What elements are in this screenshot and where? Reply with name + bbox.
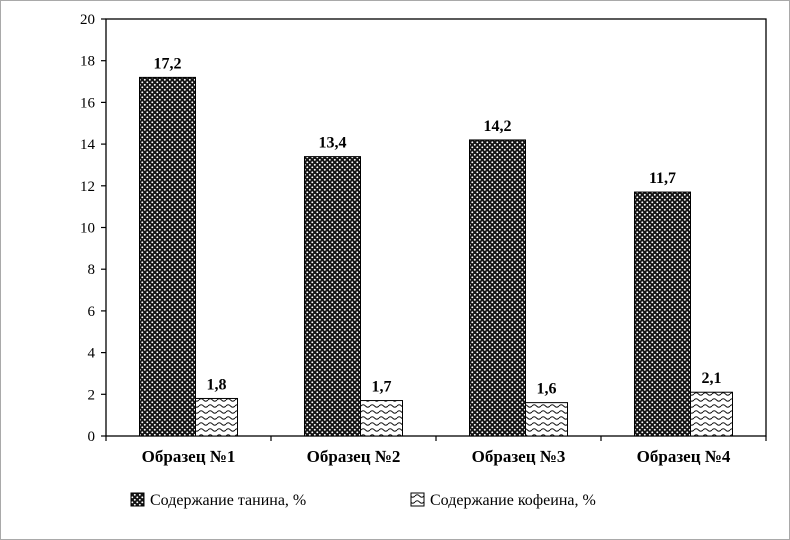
bar-value-label: 17,2 [154,55,182,72]
bar-value-label: 1,8 [207,376,227,393]
category-label: Образец №1 [142,447,236,466]
bar-caffeine [690,391,733,437]
legend-label: Содержание кофеина, % [430,492,596,509]
y-tick-label: 8 [88,262,96,278]
bar-tannin [634,191,691,437]
y-tick-label: 14 [80,137,96,153]
category-label: Образец №4 [637,447,731,466]
category-label: Образец №3 [472,447,566,466]
y-tick-label: 2 [88,387,96,403]
bar-value-label: 13,4 [319,135,347,152]
legend-swatch-tannin [130,492,145,507]
bar-caffeine [195,397,238,437]
legend-swatch-caffeine [410,492,425,507]
bar-value-label: 2,1 [702,370,722,387]
y-tick-label: 18 [80,54,95,70]
y-tick-label: 16 [80,95,96,111]
y-tick-label: 0 [88,429,96,445]
legend-label: Содержание танина, % [150,492,306,509]
y-tick-label: 20 [80,12,95,28]
bar-tannin [139,76,196,437]
bar-caffeine [360,400,403,437]
y-tick-label: 12 [80,179,95,195]
bar-tannin [469,139,526,437]
bar-tannin [304,156,361,437]
bar-value-label: 14,2 [484,118,512,135]
bar-value-label: 11,7 [649,170,676,187]
y-tick-label: 6 [88,304,96,320]
y-tick-label: 10 [80,221,95,237]
bar-caffeine [525,402,568,437]
category-label: Образец №2 [307,447,401,466]
bar-value-label: 1,6 [537,381,557,398]
bar-value-label: 1,7 [372,379,392,396]
y-tick-label: 4 [88,346,96,362]
